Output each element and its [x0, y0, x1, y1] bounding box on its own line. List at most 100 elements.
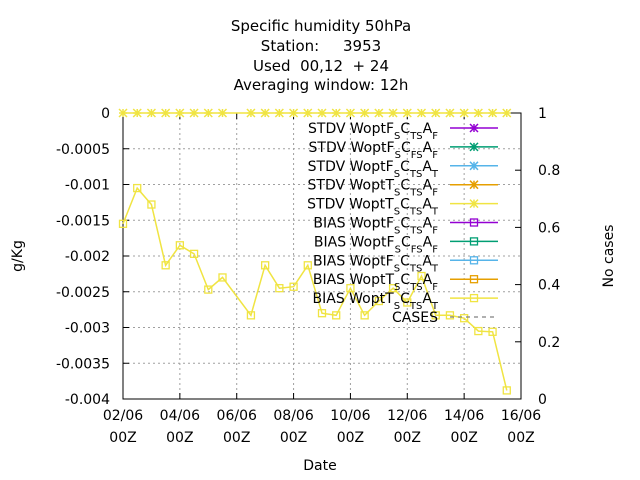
y2-tick-label: 0.6	[538, 220, 560, 236]
y2-tick-label: 0.4	[538, 278, 560, 294]
y2-tick-label: 0	[538, 392, 547, 408]
data-point	[473, 108, 483, 118]
data-point	[260, 108, 270, 118]
data-point	[189, 249, 199, 259]
data-point	[374, 296, 384, 306]
data-point	[388, 284, 398, 293]
legend-marker	[469, 237, 479, 246]
x-tick-label-time: 00Z	[109, 430, 136, 446]
y2-axis-label: No cases	[601, 225, 617, 288]
legend-entry: STDV WoptFSCTSAF	[308, 121, 498, 142]
legend-entry: BIAS WoptFSCFSAF	[314, 234, 498, 255]
data-point	[416, 108, 427, 118]
data-point	[360, 311, 369, 320]
x-tick-label: 16/06	[501, 408, 541, 424]
x-tick-label-time: 00Z	[394, 430, 421, 446]
data-point	[303, 261, 312, 270]
data-point	[345, 108, 355, 118]
data-point	[118, 219, 128, 228]
y-tick-label: -0.002	[65, 249, 110, 265]
y2-tick-label: 0.2	[538, 335, 560, 351]
series-line	[122, 186, 508, 391]
data-point	[459, 314, 469, 323]
data-point	[147, 200, 156, 209]
chart-title-line-3: Used 00,12 + 24	[253, 57, 389, 75]
legend-entry: CASES	[392, 310, 498, 326]
data-point	[474, 326, 483, 336]
data-point	[217, 108, 228, 118]
data-point	[260, 261, 270, 270]
chart-title-line-4: Averaging window: 12h	[234, 76, 409, 94]
data-point	[317, 108, 327, 118]
data-point	[346, 284, 355, 293]
legend-entry: STDV WoptFSCTSAT	[308, 159, 498, 180]
x-tick-label-time: 00Z	[166, 430, 193, 446]
legend-entry: BIAS WoptTSCTSAF	[313, 272, 498, 293]
data-point	[175, 241, 185, 250]
y2-tick-label: 1	[538, 106, 547, 122]
legend-label: STDV WoptTSCTSAT	[307, 197, 439, 218]
data-point	[402, 108, 412, 118]
x-tick-label-time: 00Z	[223, 430, 250, 446]
legend-marker	[469, 142, 479, 152]
data-point	[146, 108, 156, 118]
legend-marker	[469, 293, 479, 303]
legend-label: BIAS WoptTSCTSAT	[313, 291, 439, 312]
legend-label: STDV WoptFSCTSAT	[308, 159, 439, 180]
series-layer	[118, 108, 512, 395]
data-point	[161, 108, 171, 118]
data-point	[332, 311, 341, 320]
legend-label: BIAS WoptFSCTSAF	[313, 216, 438, 237]
data-point	[189, 108, 199, 118]
y-tick-label: -0.0035	[56, 356, 110, 372]
y-tick-label: 0	[101, 106, 110, 122]
axes: 02/06 00Z 04/06 00Z 06/06 00Z 08/06 00Z 10/06 00Z…	[56, 106, 560, 446]
data-point	[218, 273, 227, 282]
y-tick-label: -0.001	[65, 178, 110, 194]
legend-label: STDV WoptTSCTSAF	[308, 178, 439, 199]
data-point	[431, 311, 440, 320]
legend-entry: STDV WoptTSCTSAF	[308, 178, 498, 199]
legend-label: STDV WoptFSCFSAF	[309, 140, 439, 161]
x-tick-label-time: 00Z	[337, 430, 364, 446]
legend-entry: STDV WoptFSCFSAF	[309, 140, 498, 161]
x-tick-label-time: 00Z	[280, 430, 307, 446]
data-point	[118, 108, 128, 118]
legend-marker	[469, 161, 479, 171]
data-point	[303, 108, 313, 118]
data-point	[161, 261, 170, 270]
data-point	[360, 108, 370, 118]
data-point	[388, 108, 398, 118]
data-point	[502, 108, 512, 118]
data-point	[417, 271, 426, 281]
data-point	[275, 284, 284, 293]
legend-entry: BIAS WoptFSCTSAF	[313, 216, 498, 237]
x-tick-label: 06/06	[217, 408, 257, 424]
data-point	[403, 298, 412, 307]
x-tick-label: 12/06	[387, 408, 427, 424]
legend-entry: BIAS WoptTSCTSAT	[313, 291, 498, 312]
y-tick-label: -0.004	[65, 392, 110, 408]
chart-title-line-2: Station: 3953	[261, 37, 381, 55]
chart-title-line-1: Specific humidity 50hPa	[231, 17, 411, 35]
data-point	[488, 327, 497, 336]
x-axis-label: Date	[303, 458, 336, 474]
legend-marker	[469, 199, 479, 209]
data-point	[289, 282, 298, 291]
y-tick-label: -0.003	[65, 321, 110, 337]
data-point	[317, 309, 327, 318]
data-point	[132, 108, 142, 118]
x-tick-label-time: 00Z	[450, 430, 477, 446]
data-point	[488, 108, 498, 118]
data-point	[459, 108, 469, 118]
y2-tick-label: 0.8	[538, 163, 560, 179]
x-tick-label: 14/06	[444, 408, 484, 424]
x-tick-label: 08/06	[273, 408, 313, 424]
y-axis-label: g/Kg	[10, 240, 26, 272]
data-point	[175, 108, 185, 118]
y-tick-label: -0.0015	[56, 213, 110, 229]
data-point	[289, 108, 299, 118]
data-point	[445, 108, 455, 118]
